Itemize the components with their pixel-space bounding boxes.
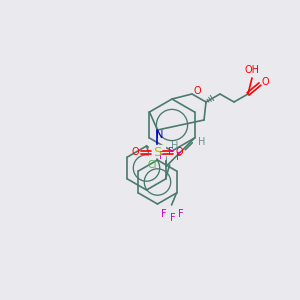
Text: F: F <box>178 209 183 219</box>
Text: N: N <box>156 130 163 140</box>
Text: O: O <box>193 86 201 96</box>
Text: F: F <box>161 209 166 219</box>
Text: F: F <box>159 151 164 161</box>
Text: O: O <box>176 147 183 157</box>
Text: H: H <box>198 137 205 147</box>
Text: H: H <box>171 141 178 151</box>
FancyBboxPatch shape <box>149 145 166 159</box>
Text: F: F <box>170 213 175 223</box>
Text: S: S <box>153 146 162 158</box>
Text: F: F <box>168 147 173 157</box>
Text: F: F <box>176 152 182 162</box>
Text: O: O <box>132 147 139 157</box>
Text: O: O <box>261 77 269 87</box>
Text: OH: OH <box>244 65 260 75</box>
Text: Cl: Cl <box>148 160 157 170</box>
